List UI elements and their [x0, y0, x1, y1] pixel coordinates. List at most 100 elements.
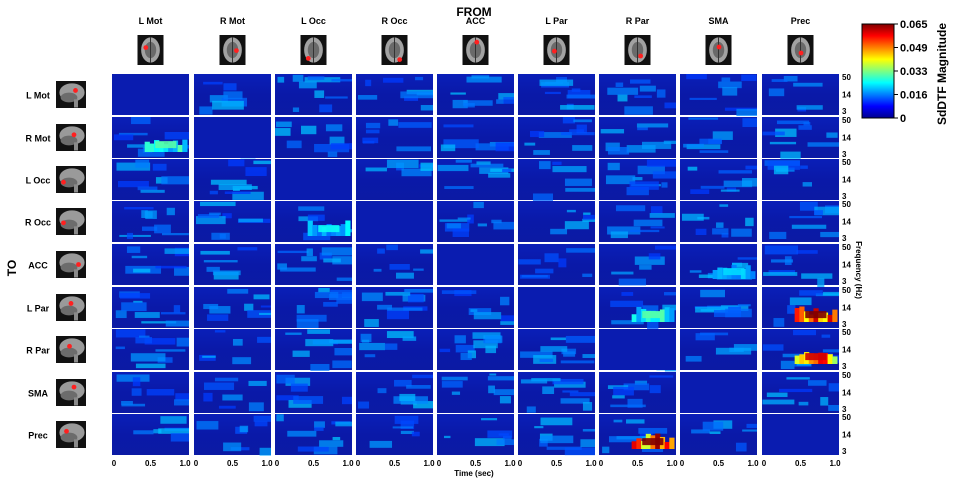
heatmap-cell — [275, 372, 352, 413]
y-tick-label: 14 — [842, 218, 851, 227]
heatmap-cell — [437, 372, 514, 413]
y-tick-label: 3 — [842, 277, 847, 286]
heatmap-cell — [356, 287, 433, 328]
y-tick-label: 14 — [842, 431, 851, 440]
heatmap-cell — [762, 287, 839, 328]
x-tick-label: 0 — [356, 459, 361, 468]
heatmap-cell — [762, 201, 839, 242]
heatmap-cell — [599, 244, 676, 286]
colorbar-tick-label: 0.016 — [900, 90, 928, 102]
heatmap-cell — [437, 244, 514, 285]
y-tick-label: 3 — [842, 150, 847, 159]
y-tick-label: 14 — [842, 91, 851, 100]
heatmap-cell — [599, 329, 676, 372]
column-headers: L Mot R Mot L Occ R Occ ACC L Par R Par SMA Prec — [137, 16, 814, 65]
brain-axial-icon — [381, 35, 408, 65]
heatmap-cell — [275, 287, 352, 328]
heatmap-cell — [518, 159, 595, 203]
heatmap-cell — [680, 244, 757, 285]
heatmap-cell — [275, 244, 352, 285]
x-tick-label: 0.5 — [308, 459, 320, 468]
column-label-2: L Occ — [301, 16, 326, 26]
x-tick-label: 1.0 — [747, 459, 759, 468]
heatmap-cell — [356, 117, 433, 158]
colorbar-gradient — [861, 23, 895, 119]
heatmap-cell — [112, 287, 189, 328]
brain-sagittal-icon — [56, 81, 86, 108]
x-tick-label: 0 — [194, 459, 199, 468]
colorbar: 0.065 0.049 0.033 0.016 0 SdDTF Magnitude — [861, 19, 949, 125]
heatmap-cell — [599, 372, 676, 413]
heatmap-cell — [518, 74, 595, 115]
row-label-6: R Par — [26, 346, 50, 356]
heatmap-cell — [356, 414, 433, 455]
heatmap-cell — [275, 329, 352, 371]
brain-sagittal-icon — [56, 379, 86, 406]
heatmap-cell — [112, 244, 189, 285]
heatmap-cell — [599, 414, 676, 455]
brain-axial-icon — [787, 35, 814, 65]
heatmap-cell — [275, 117, 352, 158]
x-tick-label: 1.0 — [666, 459, 678, 468]
row-label-5: L Par — [27, 304, 50, 314]
heatmap-cell — [680, 74, 757, 117]
column-label-4: ACC — [466, 16, 486, 26]
column-label-7: SMA — [709, 16, 730, 26]
heatmap-cell — [599, 74, 676, 115]
y-tick-label: 3 — [842, 362, 847, 371]
x-tick-label: 1.0 — [829, 459, 841, 468]
heatmap-cell — [356, 244, 433, 285]
x-tick-label: 0 — [112, 459, 117, 468]
brain-axial-icon — [137, 35, 164, 65]
heatmap-cell — [194, 372, 271, 413]
x-tick-label: 0 — [275, 459, 280, 468]
x-tick-label: 0.5 — [795, 459, 807, 468]
y-tick-label: 50 — [842, 243, 851, 252]
heatmap-cell — [356, 329, 433, 370]
heatmap-cell — [275, 201, 352, 242]
heatmap-cell — [194, 244, 271, 285]
brain-sagittal-icon — [56, 166, 86, 193]
x-tick-label: 1.0 — [261, 459, 273, 468]
heatmap-cell — [518, 201, 595, 242]
brain-sagittal-icon — [56, 421, 86, 448]
brain-axial-icon — [462, 35, 489, 65]
x-tick-label: 0.5 — [551, 459, 563, 468]
y-tick-label: 3 — [842, 234, 847, 243]
heatmap-cell — [762, 372, 839, 413]
heatmap-cell — [437, 329, 514, 370]
column-label-8: Prec — [791, 16, 811, 26]
x-tick-label: 1.0 — [342, 459, 354, 468]
x-tick-label: 0.5 — [389, 459, 401, 468]
heatmap-cell — [437, 287, 514, 328]
x-tick-label: 0.5 — [632, 459, 644, 468]
heatmap-cell — [112, 414, 189, 455]
brain-axial-icon — [705, 35, 732, 65]
heatmap-cell — [680, 117, 757, 158]
heatmap-cell — [762, 159, 839, 200]
row-headers: L Mot R Mot L Occ R Occ ACC L Par R Par SMA Prec — [25, 81, 86, 448]
x-tick-label: 0 — [762, 459, 767, 468]
heatmap-cell — [437, 201, 514, 242]
heatmap-cell — [762, 414, 839, 455]
heatmap-cell — [762, 329, 839, 370]
y-tick-label: 3 — [842, 192, 847, 201]
row-label-1: R Mot — [26, 134, 51, 144]
y-tick-label: 50 — [842, 413, 851, 422]
heatmap-cell — [599, 117, 676, 158]
heatmap-cell — [762, 244, 839, 288]
colorbar-tick-label: 0.049 — [900, 43, 928, 55]
y-axis-label: Frequency (Hz) — [854, 241, 863, 299]
colorbar-tick-label: 0 — [900, 113, 906, 125]
x-tick-label: 0 — [518, 459, 523, 468]
heatmap-cell — [518, 244, 595, 285]
x-tick-label: 0 — [437, 459, 442, 468]
row-label-8: Prec — [28, 431, 48, 441]
heatmap-cell — [112, 159, 189, 200]
heatmap-cell — [194, 117, 271, 159]
colorbar-tick-label: 0.065 — [900, 19, 928, 31]
from-label: FROM — [456, 5, 491, 19]
heatmap-cell — [194, 201, 271, 242]
heatmap-cell — [762, 117, 839, 161]
